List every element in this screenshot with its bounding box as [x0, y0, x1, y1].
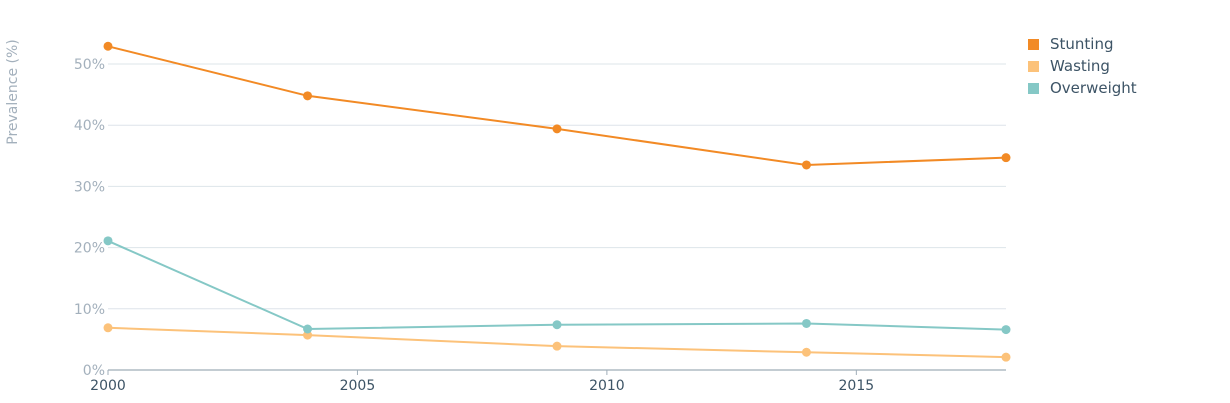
data-point-stunting[interactable]	[552, 124, 562, 134]
data-point-stunting[interactable]	[103, 41, 113, 51]
series-points	[103, 41, 1011, 362]
y-axis-title: Prevalence (%)	[5, 39, 21, 145]
data-point-stunting[interactable]	[303, 91, 313, 101]
y-tick-label: 0%	[83, 363, 105, 379]
data-point-stunting[interactable]	[801, 160, 811, 170]
x-tick-label: 2015	[839, 378, 875, 394]
legend-label-overweight: Overweight	[1050, 79, 1137, 97]
data-point-overweight[interactable]	[552, 320, 562, 330]
y-tick-label: 40%	[74, 118, 105, 134]
y-axis-ticks: 0% 10% 20% 30% 40% 50%	[74, 57, 105, 379]
y-tick-label: 50%	[74, 57, 105, 73]
legend-item-overweight[interactable]: Overweight	[1028, 77, 1137, 99]
series-lines	[107, 45, 1007, 359]
x-tick-label: 2000	[90, 378, 126, 394]
y-tick-label: 20%	[74, 241, 105, 257]
x-tick-label: 2005	[340, 378, 376, 394]
data-point-stunting[interactable]	[1001, 153, 1011, 163]
data-point-wasting[interactable]	[801, 347, 811, 357]
legend-item-stunting[interactable]: Stunting	[1028, 33, 1137, 55]
legend-label-wasting: Wasting	[1050, 57, 1110, 75]
x-axis-ticks: 2000 2005 2010 2015	[90, 370, 874, 394]
legend-swatch-wasting	[1028, 60, 1039, 72]
legend-label-stunting: Stunting	[1050, 35, 1114, 53]
data-point-overweight[interactable]	[303, 324, 313, 334]
legend-swatch-stunting	[1028, 38, 1039, 50]
data-point-overweight[interactable]	[1001, 325, 1011, 335]
y-tick-label: 30%	[74, 179, 105, 195]
data-point-wasting[interactable]	[552, 341, 562, 351]
series-line-overweight	[107, 239, 1007, 331]
y-tick-label: 10%	[74, 302, 105, 318]
legend: Stunting Wasting Overweight	[1028, 33, 1137, 99]
data-point-wasting[interactable]	[1001, 352, 1011, 362]
legend-item-wasting[interactable]: Wasting	[1028, 55, 1137, 77]
data-point-overweight[interactable]	[103, 236, 113, 246]
data-point-wasting[interactable]	[103, 323, 113, 333]
data-point-overweight[interactable]	[801, 318, 811, 328]
legend-swatch-overweight	[1028, 82, 1039, 94]
x-tick-label: 2010	[589, 378, 625, 394]
